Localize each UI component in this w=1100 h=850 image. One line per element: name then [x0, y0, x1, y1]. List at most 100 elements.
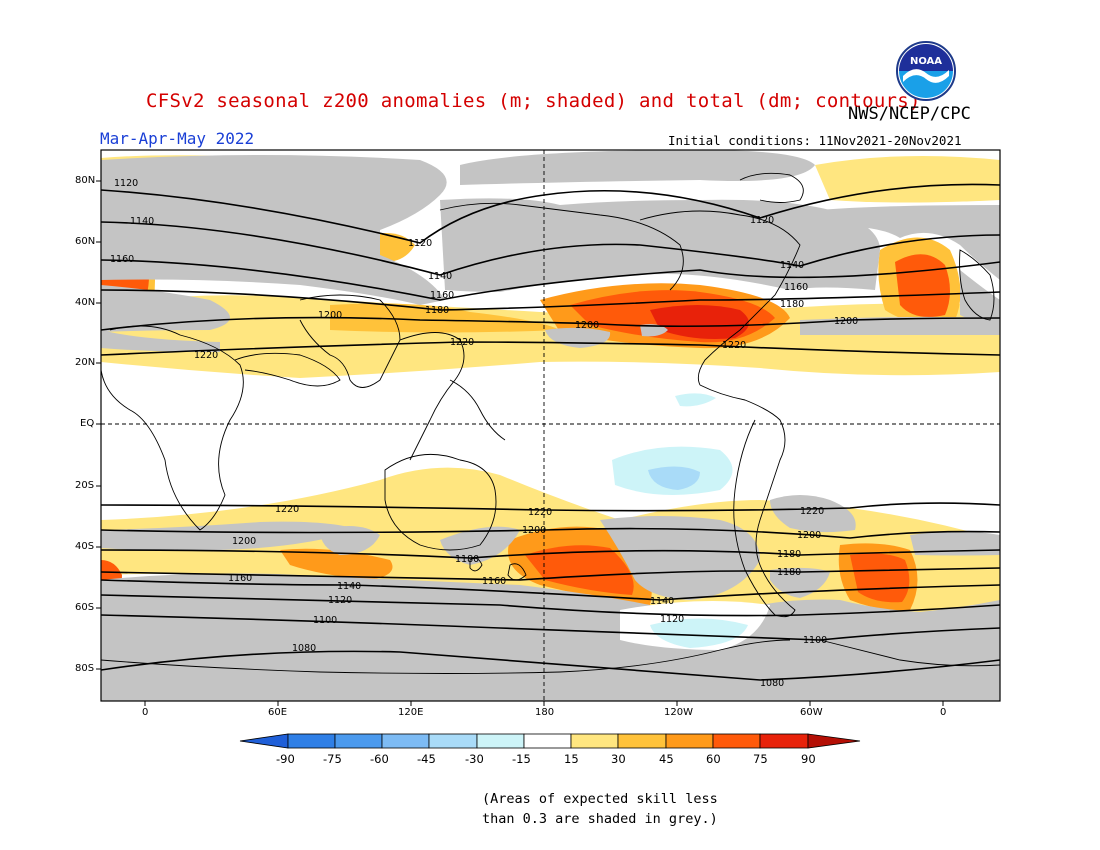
colorbar-bin-8: [617, 733, 667, 749]
skill-note-line-1: (Areas of expected skill less: [482, 791, 718, 807]
contour-label-1200-c: 1200: [834, 316, 858, 327]
contour-label-1200-f: 1200: [797, 530, 821, 541]
contour-1140-north: [101, 221, 1000, 276]
colorbar-label-m60: -60: [370, 752, 389, 766]
lat-label-60n: 60N: [75, 236, 96, 247]
contour-1160-south: [101, 567, 1000, 581]
lat-label-60s: 60S: [75, 602, 95, 613]
contour-1180-south: [101, 549, 1000, 559]
noaa-logo: NOAA: [896, 41, 956, 101]
lon-label-120w: 120W: [664, 707, 693, 718]
noaa-logo-text: NOAA: [910, 56, 942, 67]
anomaly-negative-core: [648, 466, 700, 490]
lat-label-20s: 20S: [75, 480, 95, 491]
low-skill-grey-areas: [101, 150, 1000, 701]
contour-label-1100-b: 1100: [803, 635, 827, 646]
lat-label-80n: 80N: [75, 175, 96, 186]
colorbar: [239, 733, 861, 749]
contour-label-1100-a: 1100: [313, 615, 337, 626]
contour-label-1200-d: 1200: [232, 536, 256, 547]
colorbar-bin-11: [759, 733, 809, 749]
contour-label-1120-d: 1120: [328, 595, 352, 606]
contour-label-1220-f: 1220: [800, 506, 824, 517]
contour-label-1140-c: 1140: [780, 260, 804, 271]
contour-labels: 1120 1140 1160 1120 1140 1160 1180 1200 …: [110, 178, 858, 689]
colorbar-label-60: 60: [706, 752, 721, 766]
contour-label-1120-a: 1120: [114, 178, 138, 189]
contour-label-1180-c: 1180: [455, 554, 479, 565]
contour-label-1160-a: 1160: [110, 254, 134, 265]
contour-label-1200-b: 1200: [575, 320, 599, 331]
contour-1220-north: [101, 341, 1000, 356]
contour-1100-south: [101, 614, 1000, 641]
colorbar-bin-10: [712, 733, 761, 749]
colorbar-bin-6: [523, 733, 572, 749]
contour-label-1180-d: 1180: [777, 549, 801, 560]
lat-label-eq: EQ: [80, 418, 95, 429]
contour-label-1080-b: 1080: [760, 678, 784, 689]
contour-label-1120-e: 1120: [660, 614, 684, 625]
lon-label-0-west: 0: [142, 707, 149, 718]
forecast-period: Mar-Apr-May 2022: [100, 129, 255, 148]
lon-label-60w: 60W: [800, 707, 823, 718]
colorbar-bin-1: [287, 733, 336, 749]
contour-label-1160-b: 1160: [430, 290, 454, 301]
anomaly-negative-south-top: [650, 618, 748, 648]
contour-label-1140-d: 1140: [337, 581, 361, 592]
map-title: CFSv2 seasonal z200 anomalies (m; shaded…: [146, 90, 921, 112]
colorbar-bin-7: [570, 733, 619, 749]
colorbar-bin-3: [381, 733, 430, 749]
contour-1220-south: [101, 502, 1000, 512]
contour-1200-north: [101, 316, 1000, 331]
lat-label-40s: 40S: [75, 541, 95, 552]
contour-label-1220-a: 1220: [194, 350, 218, 361]
contour-label-1220-d: 1220: [275, 504, 299, 515]
colorbar-label-45: 45: [659, 752, 674, 766]
contour-1160-north: [101, 259, 1000, 301]
colorbar-bin-2: [334, 733, 383, 749]
axis-ticks: [96, 180, 944, 706]
contour-1200-south: [101, 527, 1000, 539]
contour-label-1140-a: 1140: [130, 216, 154, 227]
contour-label-1220-e: 1220: [528, 507, 552, 518]
colorbar-arrow-left: [239, 733, 289, 749]
lat-label-20n: 20N: [75, 357, 96, 368]
colorbar-bin-5: [476, 733, 525, 749]
contour-label-1220-c: 1220: [722, 340, 746, 351]
contours: [101, 183, 1000, 681]
colorbar-label-m90: -90: [276, 752, 295, 766]
anomaly-negative-small: [675, 393, 716, 407]
contour-label-1080-a: 1080: [292, 643, 316, 654]
lat-label-80s: 80S: [75, 663, 95, 674]
contour-label-1220-b: 1220: [450, 337, 474, 348]
map-frame: [100, 149, 1001, 702]
colorbar-label-m75: -75: [323, 752, 342, 766]
contour-1140-south: [101, 579, 1000, 601]
contour-label-1200-a: 1200: [318, 310, 342, 321]
initial-conditions: Initial conditions: 11Nov2021-20Nov2021: [668, 133, 962, 148]
colorbar-label-90: 90: [801, 752, 816, 766]
org-label: NWS/NCEP/CPC: [848, 104, 971, 124]
lon-label-120e: 120E: [398, 707, 424, 718]
colorbar-arrow-right: [807, 733, 861, 749]
colorbar-label-75: 75: [753, 752, 768, 766]
contour-label-1180-e: 1180: [777, 567, 801, 578]
lon-label-60e: 60E: [268, 707, 288, 718]
contour-label-1140-b: 1140: [428, 271, 452, 282]
colorbar-label-m45: -45: [417, 752, 436, 766]
contour-label-1180-a: 1180: [425, 305, 449, 316]
colorbar-bin-9: [665, 733, 714, 749]
contour-label-1180-b: 1180: [780, 299, 804, 310]
contour-label-1160-d: 1160: [228, 573, 252, 584]
colorbar-label-m15: -15: [512, 752, 531, 766]
lon-label-180: 180: [535, 707, 555, 718]
contour-1180-north: [101, 289, 1000, 311]
contour-label-1160-e: 1160: [482, 576, 506, 587]
contour-label-1120-c: 1120: [750, 215, 774, 226]
contour-label-1140-e: 1140: [650, 596, 674, 607]
colorbar-label-30: 30: [611, 752, 626, 766]
contour-1120-south: [101, 594, 1000, 617]
contour-label-1120-b: 1120: [408, 238, 432, 249]
contour-1120-north: [101, 183, 1000, 244]
